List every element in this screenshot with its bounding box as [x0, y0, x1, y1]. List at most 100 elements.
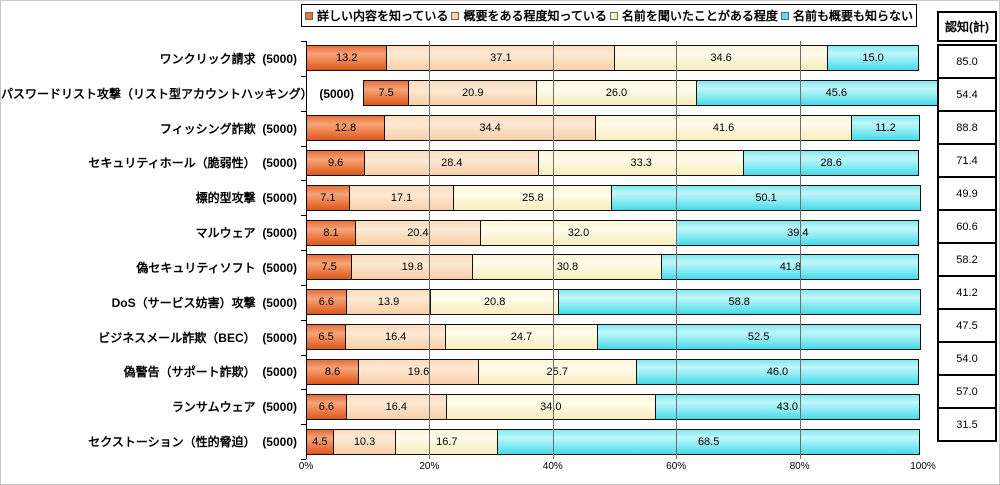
bar-segment-know-details: 6.6 — [306, 393, 347, 420]
sample-size-label: (5000) — [262, 51, 297, 66]
category-label: ランサムウェア — [171, 400, 256, 415]
awareness-total-cell: 60.6 — [937, 209, 997, 244]
row-label: 標的型攻撃 (5000) — [1, 189, 306, 206]
y-axis-tick — [301, 319, 306, 321]
x-axis-label: 40% — [542, 461, 563, 472]
awareness-total-cell: 49.9 — [937, 176, 997, 211]
chart-row: 偽セキュリティソフト (5000) 7.5 19.8 30.8 41.8 — [1, 250, 923, 285]
awareness-total-cell: 54.4 — [937, 77, 997, 112]
x-axis-label: 20% — [419, 461, 440, 472]
sample-size-label: (5000) — [262, 330, 297, 345]
bar-segment-know-overview: 20.9 — [408, 80, 538, 107]
bar-segment-unknown: 68.5 — [497, 428, 920, 455]
row-label: ランサムウェア (5000) — [1, 398, 306, 415]
sample-size-label: (5000) — [262, 435, 297, 450]
chart-row: ワンクリック請求 (5000) 13.2 37.1 34.6 15.0 — [1, 41, 923, 76]
bar-segment-know-overview: 16.4 — [345, 393, 447, 420]
y-axis-tick — [301, 75, 306, 77]
legend: 詳しい内容を知っている 概要をある程度知っている 名前を聞いたことがある程度 名前も概… — [301, 4, 917, 27]
chart-row: 標的型攻撃 (5000) 7.1 17.1 25.8 50.1 — [1, 180, 923, 215]
bar-segment-know-overview: 19.6 — [358, 358, 479, 385]
sample-size-label: (5000) — [319, 86, 355, 101]
category-label: セキュリティホール（脆弱性） — [88, 156, 256, 171]
legend-swatch-icon — [305, 11, 314, 20]
awareness-total-cell: 47.5 — [937, 308, 997, 343]
category-label: ビジネスメール詐欺（BEC） — [98, 330, 256, 345]
bar-track: 7.1 17.1 25.8 50.1 — [306, 184, 923, 211]
legend-label: 名前を聞いたことがある程度 — [621, 9, 778, 23]
bar-segment-know-details: 4.5 — [306, 428, 334, 455]
bar-segment-heard-name: 25.8 — [453, 184, 613, 211]
row-label: フィッシング詐欺 (5000) — [1, 120, 306, 137]
bar-segment-know-overview: 28.4 — [364, 149, 540, 176]
bar-segment-know-details: 7.5 — [306, 254, 353, 281]
bar-track: 9.6 28.4 33.3 28.6 — [306, 149, 923, 176]
legend-item: 詳しい内容を知っている — [305, 7, 448, 24]
bar-segment-know-details: 8.6 — [306, 358, 360, 385]
bar-track: 6.6 13.9 20.8 58.8 — [306, 289, 923, 316]
bar-segment-know-details: 8.1 — [306, 219, 356, 246]
y-axis-tick — [301, 180, 306, 182]
awareness-total-column: 85.0 54.4 88.8 71.4 49.9 60.6 58.2 41.2 47.5 54.0… — [937, 44, 997, 442]
gridline — [552, 41, 554, 459]
chart-row: ランサムウェア (5000) 6.6 16.4 34.0 43.0 — [1, 389, 923, 424]
row-label: 偽警告（サポート詐欺） (5000) — [1, 363, 306, 380]
legend-label: 概要をある程度知っている — [463, 9, 607, 23]
bar-segment-know-details: 6.5 — [306, 324, 347, 351]
sample-size-label: (5000) — [262, 156, 297, 171]
y-axis-tick — [301, 389, 306, 391]
chart-row: セキュリティホール（脆弱性） (5000) 9.6 28.4 33.3 28.6 — [1, 145, 923, 180]
awareness-total-cell: 57.0 — [937, 374, 997, 409]
y-axis-tick — [301, 250, 306, 251]
bar-segment-heard-name: 34.6 — [614, 45, 828, 72]
y-axis-tick — [301, 284, 306, 286]
x-axis-label: 0% — [298, 461, 314, 472]
bar-segment-know-overview: 19.8 — [351, 254, 474, 281]
row-label: ワンクリック請求 (5000) — [1, 50, 306, 67]
row-label: マルウェア (5000) — [1, 224, 306, 241]
plot-area: ワンクリック請求 (5000) 13.2 37.1 34.6 15.0 パスワードリスト攻… — [1, 41, 977, 460]
awareness-total-cell: 31.5 — [937, 407, 997, 442]
bar-track: 4.5 10.3 16.7 68.5 — [306, 428, 923, 455]
bar-segment-know-overview: 20.4 — [354, 219, 481, 246]
category-label: ワンクリック請求 — [159, 51, 256, 66]
bar-segment-unknown: 46.0 — [635, 358, 920, 385]
legend-label: 名前も概要も知らない — [792, 9, 913, 23]
gridline — [676, 41, 678, 459]
bar-segment-heard-name: 24.7 — [445, 324, 598, 351]
awareness-total-cell: 88.8 — [937, 110, 997, 145]
bar-segment-know-overview: 34.4 — [383, 115, 597, 142]
sample-size-label: (5000) — [262, 260, 297, 275]
bar-segment-heard-name: 32.0 — [479, 219, 678, 246]
bar-segment-heard-name: 41.6 — [595, 115, 852, 142]
bar-segment-heard-name: 30.8 — [472, 254, 663, 281]
bar-segment-heard-name: 33.3 — [538, 149, 744, 176]
bar-segment-heard-name: 20.8 — [430, 289, 559, 316]
sample-size-label: (5000) — [262, 121, 297, 136]
bar-segment-know-details: 12.8 — [306, 115, 385, 142]
bar-segment-unknown: 11.2 — [850, 115, 920, 142]
bar-segment-unknown: 45.6 — [695, 80, 977, 107]
sample-size-label: (5000) — [262, 226, 297, 241]
bar-segment-unknown: 41.8 — [661, 254, 920, 281]
gridline — [429, 41, 431, 459]
bar-segment-unknown: 15.0 — [826, 45, 920, 72]
y-axis-line — [306, 41, 307, 459]
y-axis-tick — [301, 459, 306, 460]
row-label: ビジネスメール詐欺（BEC） (5000) — [1, 329, 306, 346]
awareness-total-cell: 71.4 — [937, 143, 997, 178]
chart-row: 偽警告（サポート詐欺） (5000) 8.6 19.6 25.7 46.0 — [1, 354, 923, 389]
awareness-total-cell: 85.0 — [937, 44, 997, 79]
bar-segment-know-overview: 10.3 — [332, 428, 397, 455]
y-axis-tick — [301, 215, 306, 217]
chart-row: ビジネスメール詐欺（BEC） (5000) 6.5 16.4 24.7 52.5 — [1, 320, 923, 355]
bar-segment-know-overview: 13.9 — [345, 289, 432, 316]
sample-size-label: (5000) — [262, 400, 297, 415]
category-label: 偽警告（サポート詐欺） — [123, 365, 256, 380]
bar-segment-unknown: 39.4 — [676, 219, 920, 246]
y-axis-tick — [301, 145, 306, 147]
bar-rows: ワンクリック請求 (5000) 13.2 37.1 34.6 15.0 パスワードリスト攻… — [1, 41, 977, 459]
category-label: 標的型攻撃 — [195, 191, 256, 206]
gridline — [799, 41, 801, 459]
bar-segment-know-overview: 17.1 — [348, 184, 455, 211]
